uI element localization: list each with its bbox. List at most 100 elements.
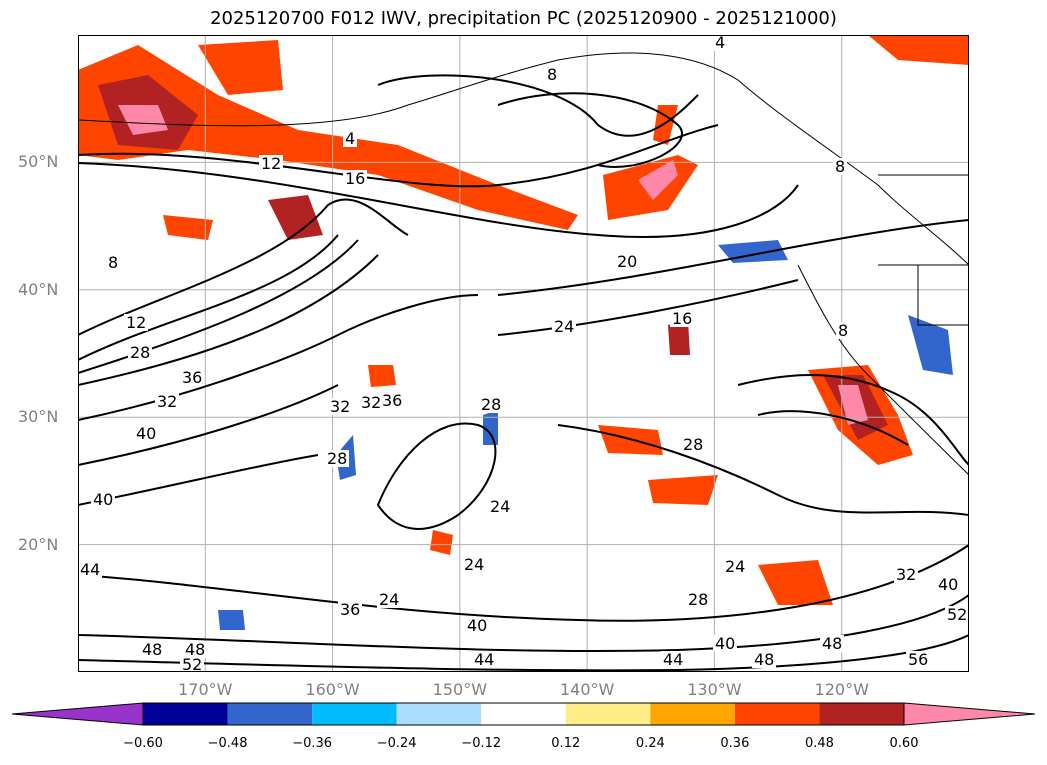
contour-label: 16 bbox=[345, 169, 365, 188]
contour-label-background bbox=[140, 641, 164, 658]
longitude-label: 140°W bbox=[559, 680, 615, 699]
contour-line bbox=[497, 92, 683, 168]
colorbar-tick-label: 0.12 bbox=[551, 736, 581, 751]
contour-label-background bbox=[343, 170, 367, 187]
colorbar-outline bbox=[142, 702, 905, 726]
colorbar-tick-label: −0.12 bbox=[461, 736, 502, 751]
precip-blob bbox=[838, 385, 868, 425]
contour-label: 56 bbox=[908, 650, 928, 669]
contour-label-background bbox=[124, 314, 148, 331]
contour-line bbox=[376, 422, 497, 530]
contour-label: 36 bbox=[382, 391, 402, 410]
contour-label: 48 bbox=[754, 650, 774, 669]
precip-blob bbox=[430, 530, 453, 555]
colorbar-segment bbox=[227, 703, 313, 725]
precip-blob bbox=[758, 560, 833, 605]
latitude-label: 40°N bbox=[18, 279, 59, 299]
contour-label: 24 bbox=[379, 590, 399, 609]
precip-blob bbox=[218, 610, 245, 630]
precip-blob bbox=[483, 410, 498, 445]
precipitation-shading bbox=[78, 35, 969, 630]
colorbar-segment bbox=[734, 703, 820, 725]
contour-line bbox=[78, 594, 969, 652]
precip-blob bbox=[668, 320, 690, 355]
contour-line bbox=[78, 124, 719, 188]
contour-label: 28 bbox=[130, 343, 150, 362]
contour-label-background bbox=[615, 253, 639, 270]
contour-label-background bbox=[472, 651, 496, 668]
precip-blob bbox=[648, 475, 718, 505]
contour-label-background bbox=[936, 576, 960, 593]
precip-blob bbox=[78, 45, 578, 230]
contour-line bbox=[497, 279, 799, 336]
contour-line bbox=[737, 374, 969, 466]
colorbar-segment bbox=[819, 703, 904, 725]
contour-label: 40 bbox=[938, 575, 958, 594]
precip-blob bbox=[268, 195, 323, 240]
colorbar-tick-label: −0.48 bbox=[207, 736, 248, 751]
precip-blob bbox=[653, 105, 678, 145]
contour-label: 8 bbox=[835, 157, 845, 176]
contour-label: 12 bbox=[261, 154, 281, 173]
contour-label: 28 bbox=[327, 449, 347, 468]
contour-line bbox=[78, 634, 969, 672]
colorbar-tick-label: 0.60 bbox=[889, 736, 919, 751]
contour-label-background bbox=[180, 369, 204, 386]
contour-label: 20 bbox=[617, 252, 637, 271]
iwv-contours bbox=[78, 74, 969, 672]
longitude-label: 150°W bbox=[432, 680, 488, 699]
precip-blob bbox=[868, 35, 969, 65]
contour-label-background bbox=[681, 436, 705, 453]
contour-label: 32 bbox=[361, 393, 381, 412]
contour-label: 4 bbox=[345, 129, 355, 148]
contour-line bbox=[78, 544, 969, 622]
contour-label-background bbox=[836, 322, 850, 339]
contour-label: 44 bbox=[663, 650, 683, 669]
coastlines bbox=[78, 52, 969, 476]
contour-label: 32 bbox=[330, 397, 350, 416]
colorbar-tick-label: −0.24 bbox=[376, 736, 417, 751]
contour-label: 28 bbox=[481, 395, 501, 414]
contour-label-background bbox=[338, 601, 362, 618]
graticule bbox=[78, 35, 969, 672]
contour-label: 52 bbox=[947, 605, 967, 624]
contour-label-background bbox=[713, 635, 737, 652]
precip-blob bbox=[368, 365, 396, 387]
latitude-label: 50°N bbox=[18, 152, 59, 172]
precip-blob bbox=[163, 215, 213, 240]
colorbar-tick-label: 0.36 bbox=[720, 736, 750, 751]
contour-label-background bbox=[894, 566, 918, 583]
contour-label: 32 bbox=[896, 565, 916, 584]
contour-label-background bbox=[833, 158, 847, 175]
colorbar-extend-low bbox=[11, 702, 144, 726]
contour-label: 8 bbox=[108, 253, 118, 272]
contour-line bbox=[78, 384, 339, 466]
colorbar-segment bbox=[565, 703, 651, 725]
contour-label-background bbox=[328, 398, 352, 415]
contour-label-background bbox=[465, 617, 489, 634]
contour-line bbox=[497, 219, 969, 296]
contour-label-background bbox=[180, 656, 204, 672]
contour-label: 12 bbox=[126, 313, 146, 332]
contour-label-background bbox=[325, 450, 349, 467]
contour-label: 40 bbox=[136, 424, 156, 443]
contour-label-background bbox=[752, 651, 776, 668]
contour-label-background bbox=[91, 491, 115, 508]
contour-line bbox=[377, 74, 699, 137]
contour-label-background bbox=[343, 130, 357, 147]
contour-line bbox=[78, 234, 339, 361]
contour-label-background bbox=[359, 394, 383, 411]
contour-label: 24 bbox=[490, 497, 510, 516]
contour-label: 52 bbox=[182, 655, 202, 672]
contour-label-background bbox=[552, 318, 576, 335]
contour-label: 4 bbox=[715, 35, 725, 52]
contour-line bbox=[78, 239, 359, 374]
colorbar-segment bbox=[396, 703, 482, 725]
colorbar-segment bbox=[481, 703, 566, 725]
contour-label: 8 bbox=[547, 65, 557, 84]
contour-label-background bbox=[906, 651, 930, 668]
colorbar-segment bbox=[312, 703, 397, 725]
precip-blob bbox=[118, 105, 168, 135]
